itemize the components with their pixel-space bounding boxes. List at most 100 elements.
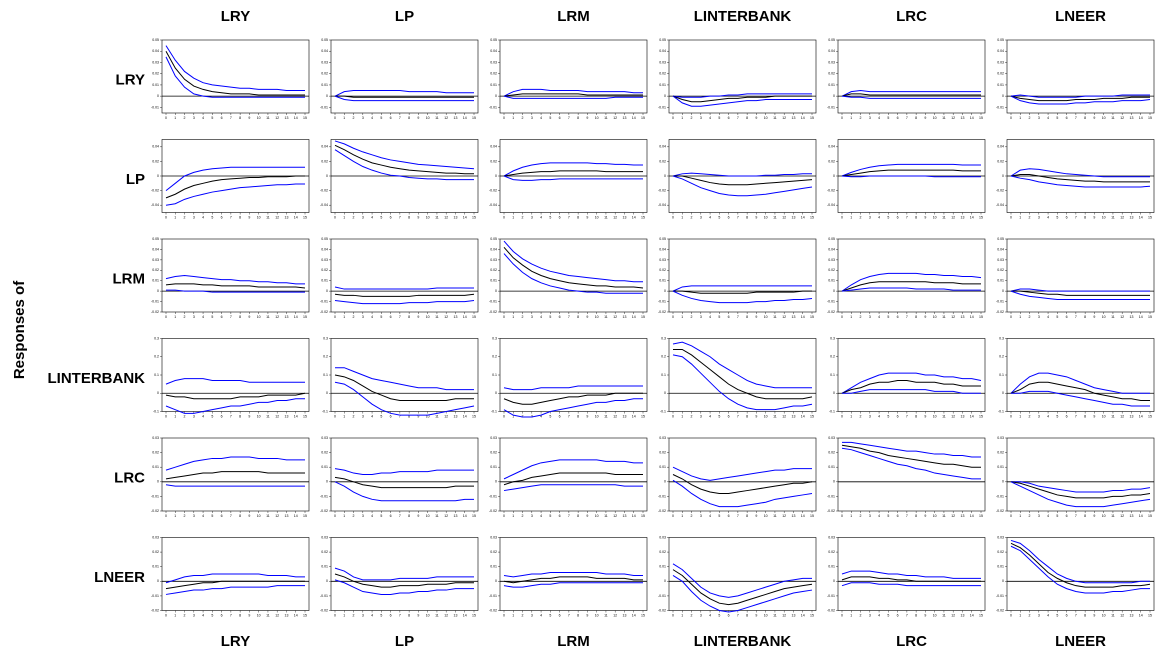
y-tick-label: 0.01 — [659, 465, 666, 469]
y-tick-label: 0.01 — [659, 565, 666, 569]
y-tick-label: 0.04 — [659, 49, 666, 53]
x-tick-label: 10 — [764, 315, 768, 319]
response-line — [1010, 175, 1151, 188]
response-line — [335, 367, 474, 391]
x-tick-label: 2 — [184, 215, 186, 219]
x-tick-label: 2 — [691, 514, 693, 518]
y-tick-label: 0.05 — [828, 237, 835, 241]
x-tick-label: 5 — [1056, 414, 1058, 418]
y-tick-label: 0.05 — [997, 237, 1004, 241]
x-tick-label: 14 — [463, 514, 467, 518]
x-tick-label: 14 — [463, 116, 467, 120]
y-tick-label: -0.02 — [827, 310, 835, 314]
x-tick-label: 1 — [512, 215, 514, 219]
response-line — [672, 172, 812, 177]
y-tick-label: -0.1 — [153, 409, 159, 413]
x-tick-label: 1 — [174, 514, 176, 518]
x-tick-label: 1 — [681, 613, 683, 617]
x-tick-label: 13 — [285, 116, 289, 120]
x-tick-label: 4 — [709, 414, 711, 418]
x-tick-label: 4 — [540, 315, 542, 319]
y-tick-label: -0.02 — [320, 189, 328, 193]
response-line — [503, 398, 643, 418]
plot-frame — [837, 338, 986, 412]
x-tick-label: 6 — [897, 116, 899, 120]
x-tick-label: 9 — [755, 116, 757, 120]
x-tick-label: 7 — [399, 315, 401, 319]
x-tick-label: 11 — [266, 613, 270, 617]
x-tick-label: 9 — [1093, 215, 1095, 219]
x-tick-label: 14 — [463, 215, 467, 219]
response-line — [165, 166, 305, 191]
x-tick-label: 15 — [303, 116, 307, 120]
y-tick-label: 0.04 — [828, 49, 835, 53]
x-tick-label: 11 — [1111, 414, 1115, 418]
x-tick-label: 6 — [897, 215, 899, 219]
y-tick-label: 0.04 — [321, 49, 328, 53]
x-tick-label: 11 — [942, 514, 946, 518]
x-tick-label: 6 — [221, 116, 223, 120]
x-tick-label: 15 — [810, 514, 814, 518]
response-line — [503, 240, 643, 283]
x-tick-label: 13 — [1130, 315, 1134, 319]
x-tick-label: 5 — [887, 116, 889, 120]
x-tick-label: 4 — [202, 613, 204, 617]
x-tick-label: 7 — [230, 613, 232, 617]
response-line — [1010, 174, 1150, 183]
y-tick-label: 0 — [326, 174, 328, 178]
y-tick-label: -0.02 — [320, 509, 328, 513]
x-tick-label: 0 — [165, 613, 167, 617]
y-tick-label: 0.1 — [999, 373, 1004, 377]
x-tick-label: 12 — [444, 613, 448, 617]
x-tick-label: 8 — [239, 613, 241, 617]
x-tick-label: 5 — [380, 116, 382, 120]
y-tick-label: 0 — [495, 94, 497, 98]
response-line — [841, 379, 981, 394]
x-tick-label: 14 — [801, 116, 805, 120]
y-tick-label: -0.02 — [151, 189, 159, 193]
y-tick-label: 0.02 — [997, 159, 1004, 163]
x-tick-label: 1 — [343, 315, 345, 319]
x-tick-label: 11 — [266, 414, 270, 418]
x-tick-label: 5 — [1056, 116, 1058, 120]
x-tick-label: 15 — [979, 414, 983, 418]
x-tick-label: 10 — [257, 315, 261, 319]
x-tick-label: 0 — [1010, 315, 1012, 319]
response-line — [165, 50, 305, 96]
x-tick-label: 9 — [417, 613, 419, 617]
y-tick-label: 0.05 — [321, 38, 328, 42]
response-line — [165, 45, 305, 92]
response-line — [842, 389, 981, 394]
y-tick-label: -0.01 — [489, 105, 497, 109]
x-tick-label: 15 — [1148, 116, 1152, 120]
y-tick-label: 0.04 — [997, 247, 1004, 251]
y-tick-label: 0.03 — [321, 258, 328, 262]
x-tick-label: 4 — [202, 414, 204, 418]
response-line — [165, 484, 305, 487]
x-tick-label: 6 — [728, 414, 730, 418]
x-tick-label: 6 — [1066, 315, 1068, 319]
x-tick-label: 6 — [221, 514, 223, 518]
x-tick-label: 6 — [897, 514, 899, 518]
x-tick-label: 14 — [1139, 116, 1143, 120]
x-tick-label: 13 — [961, 613, 965, 617]
x-tick-label: 0 — [165, 315, 167, 319]
x-tick-label: 9 — [924, 116, 926, 120]
x-tick-label: 6 — [390, 514, 392, 518]
response-line — [672, 95, 812, 107]
x-tick-label: 15 — [1148, 514, 1152, 518]
x-tick-label: 10 — [426, 116, 430, 120]
x-tick-label: 8 — [746, 116, 748, 120]
x-tick-label: 12 — [613, 613, 617, 617]
x-tick-label: 2 — [860, 315, 862, 319]
response-line — [672, 569, 813, 606]
response-line — [503, 484, 643, 492]
y-tick-label: 0.03 — [152, 436, 159, 440]
y-tick-label: 0 — [157, 94, 159, 98]
response-line — [841, 95, 981, 99]
x-tick-label: 7 — [737, 414, 739, 418]
x-tick-label: 4 — [540, 414, 542, 418]
x-tick-label: 0 — [841, 514, 843, 518]
x-tick-label: 13 — [454, 613, 458, 617]
x-tick-label: 5 — [887, 613, 889, 617]
